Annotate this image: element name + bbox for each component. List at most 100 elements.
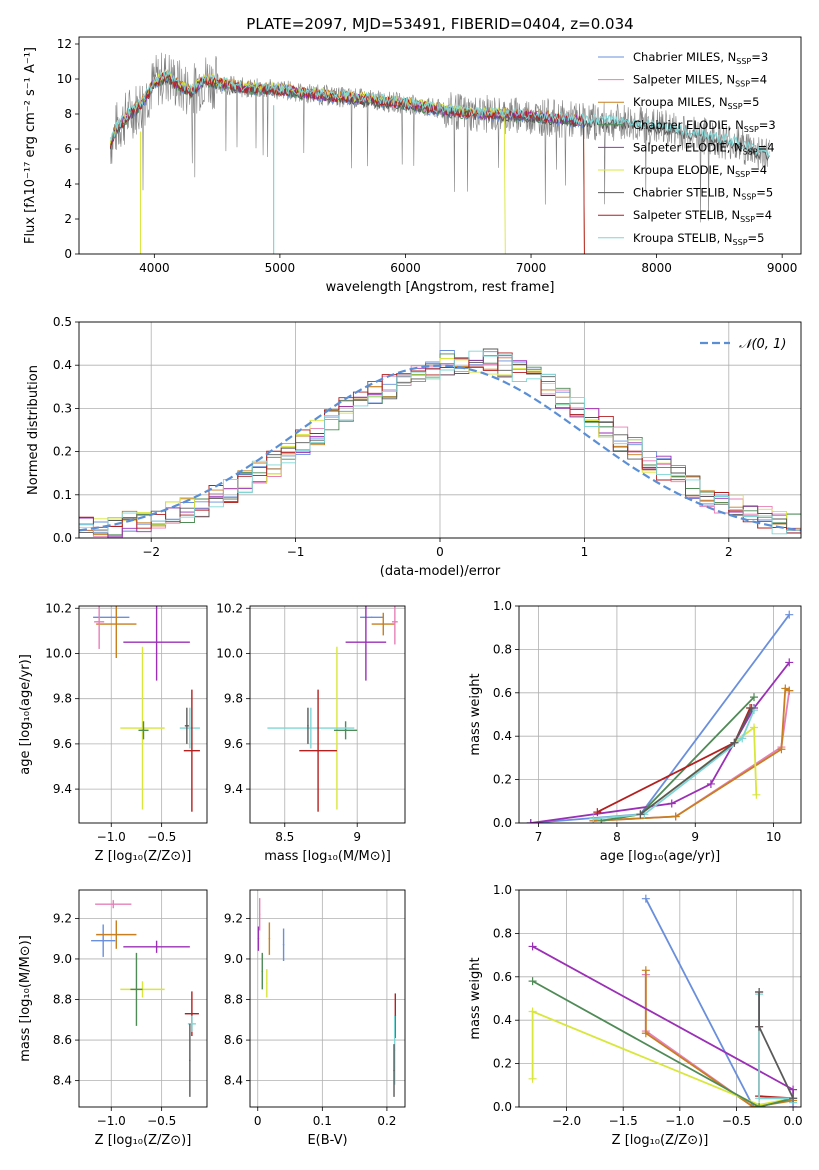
- weight-line-kroupa-miles: [593, 687, 790, 822]
- weight-marker: [667, 799, 676, 808]
- y-axis-label: Normed distribution: [26, 365, 41, 495]
- data-point: [382, 623, 385, 625]
- weight-marker: [706, 779, 715, 788]
- y-tick-label: 0.4: [493, 1013, 512, 1027]
- y-tick-label: 0.3: [53, 401, 72, 415]
- plot-area: [528, 894, 798, 1107]
- data-point: [135, 988, 138, 991]
- axes-frame: [78, 321, 802, 539]
- x-tick-label: 0.2: [377, 1114, 396, 1128]
- x-axis-label: age [log₁₀(age/yr)]: [600, 849, 721, 864]
- x-tick-label: 7000: [516, 261, 547, 275]
- gaussian-curve: [79, 364, 801, 532]
- y-tick-label: 0.6: [493, 970, 512, 984]
- y-tick-label: 8.4: [224, 1074, 243, 1088]
- weight-line-chabrier-stelib: [758, 992, 794, 1099]
- y-tick-label: 0.0: [493, 816, 512, 830]
- weight-marker: [593, 808, 602, 817]
- data-point: [191, 749, 193, 752]
- y-tick-label: 0.0: [53, 531, 72, 545]
- weight-line-salpeter-miles: [644, 974, 754, 1107]
- legend-entry: Salpeter ELODIE, NSSP=4: [633, 140, 775, 156]
- weight-marker: [781, 684, 790, 693]
- y-tick-label: 10.2: [216, 601, 243, 615]
- weight-marker: [528, 942, 537, 951]
- x-axis-label: Z [log₁₀(Z/Z⊙)]: [95, 1133, 192, 1148]
- x-tick-label: −1.0: [665, 1114, 694, 1128]
- axes-frame: [249, 605, 406, 824]
- mass_vs_ebv-panel: 0 0.1 0.2 8.4 8.6 8.8 9.0 9.2 E(B-V): [224, 889, 406, 1148]
- data-point: [393, 1069, 395, 1072]
- x-tick-label: 4000: [139, 261, 170, 275]
- x-tick-label: 9: [353, 830, 361, 844]
- y-axis-label: mass weight: [468, 673, 483, 755]
- plot-area: [267, 606, 398, 812]
- data-point: [307, 725, 309, 727]
- x-tick-label: −1.0: [97, 1114, 126, 1128]
- x-axis-label: Z [log₁₀(Z/Z⊙)]: [612, 1133, 709, 1148]
- x-tick-label: 2: [725, 545, 733, 559]
- weight-line-kroupa-miles: [644, 970, 794, 1107]
- weight-marker: [641, 894, 650, 903]
- y-tick-label: 8.8: [53, 993, 72, 1007]
- weight-marker: [755, 1103, 764, 1107]
- x-tick-label: 9000: [767, 261, 798, 275]
- y-tick-label: 12: [57, 37, 72, 51]
- x-tick-label: 0.0: [784, 1114, 803, 1128]
- plot-area: [526, 610, 794, 823]
- y-tick-label: 9.6: [53, 737, 72, 751]
- y-tick-label: 6: [64, 142, 72, 156]
- y-tick-label: 0.4: [493, 729, 512, 743]
- weight-line-chabrier-elodie: [601, 696, 755, 822]
- y-tick-label: 0: [64, 247, 72, 261]
- y-tick-label: 8.8: [224, 993, 243, 1007]
- data-point: [155, 945, 158, 948]
- y-tick-label: 8.6: [224, 1033, 243, 1047]
- weight-marker: [747, 703, 756, 712]
- legend-entry: Chabrier ELODIE, NSSP=3: [633, 118, 776, 134]
- y-tick-label: 10: [57, 72, 72, 86]
- y-tick-label: 9.8: [53, 692, 72, 706]
- data-point: [155, 641, 158, 643]
- weight-marker: [789, 1085, 798, 1094]
- x-tick-label: 9: [691, 830, 699, 844]
- data-point: [191, 1012, 193, 1015]
- data-point: [268, 937, 271, 940]
- weight_vs_Z-panel: −2.0 −1.5 −1.0 −0.5 0.0 0.0 0.2 0.4 0.6 0.8 1.0 Z […: [468, 883, 803, 1148]
- y-tick-label: 9.4: [224, 782, 243, 796]
- weight-line-chabrier-miles: [645, 898, 794, 1107]
- weight-marker: [750, 723, 758, 732]
- y-tick-label: 9.0: [224, 952, 243, 966]
- weight-marker: [528, 1007, 537, 1016]
- data-point: [189, 727, 191, 729]
- data-point: [310, 727, 312, 729]
- axes-frame: [78, 889, 208, 1108]
- weight-marker: [528, 1074, 537, 1083]
- plot-area: [109, 52, 770, 254]
- data-point: [191, 1023, 193, 1025]
- y-tick-label: 0.2: [53, 445, 72, 459]
- weight-line-chabrier-elodie: [532, 980, 794, 1107]
- y-tick-label: 10.0: [45, 646, 72, 660]
- y-tick-label: 1.0: [493, 599, 512, 613]
- data-point: [265, 982, 268, 985]
- x-axis-label: (data-model)/error: [380, 564, 501, 579]
- weight-marker: [528, 977, 537, 986]
- data-point: [142, 729, 145, 732]
- data-point: [282, 943, 285, 946]
- legend: Chabrier MILES, NSSP=3 Salpeter MILES, NS…: [598, 50, 776, 247]
- plot-area: [79, 348, 801, 538]
- weight-marker: [526, 819, 535, 823]
- mass_vs_Z-panel: −1.0 −0.5 8.4 8.6 8.8 9.0 9.2 Z [log₁₀(Z/Z⊙)] ma…: [18, 889, 208, 1148]
- x-tick-label: 10: [766, 830, 781, 844]
- age_vs_mass-panel: 8.5 9 9.4 9.6 9.8 10.0 10.2 mass [log₁₀(M/M⊙)]: [216, 601, 406, 864]
- x-tick-label: 8000: [641, 261, 672, 275]
- y-tick-label: 10.0: [216, 646, 243, 660]
- data-point: [98, 621, 100, 623]
- weight-line-salpeter-miles: [593, 690, 791, 822]
- y-tick-label: 8: [64, 107, 72, 121]
- y-axis-label: age [log₁₀(age/yr)]: [18, 654, 33, 775]
- y-tick-label: 0.6: [493, 686, 512, 700]
- y-tick-label: 9.2: [53, 911, 72, 925]
